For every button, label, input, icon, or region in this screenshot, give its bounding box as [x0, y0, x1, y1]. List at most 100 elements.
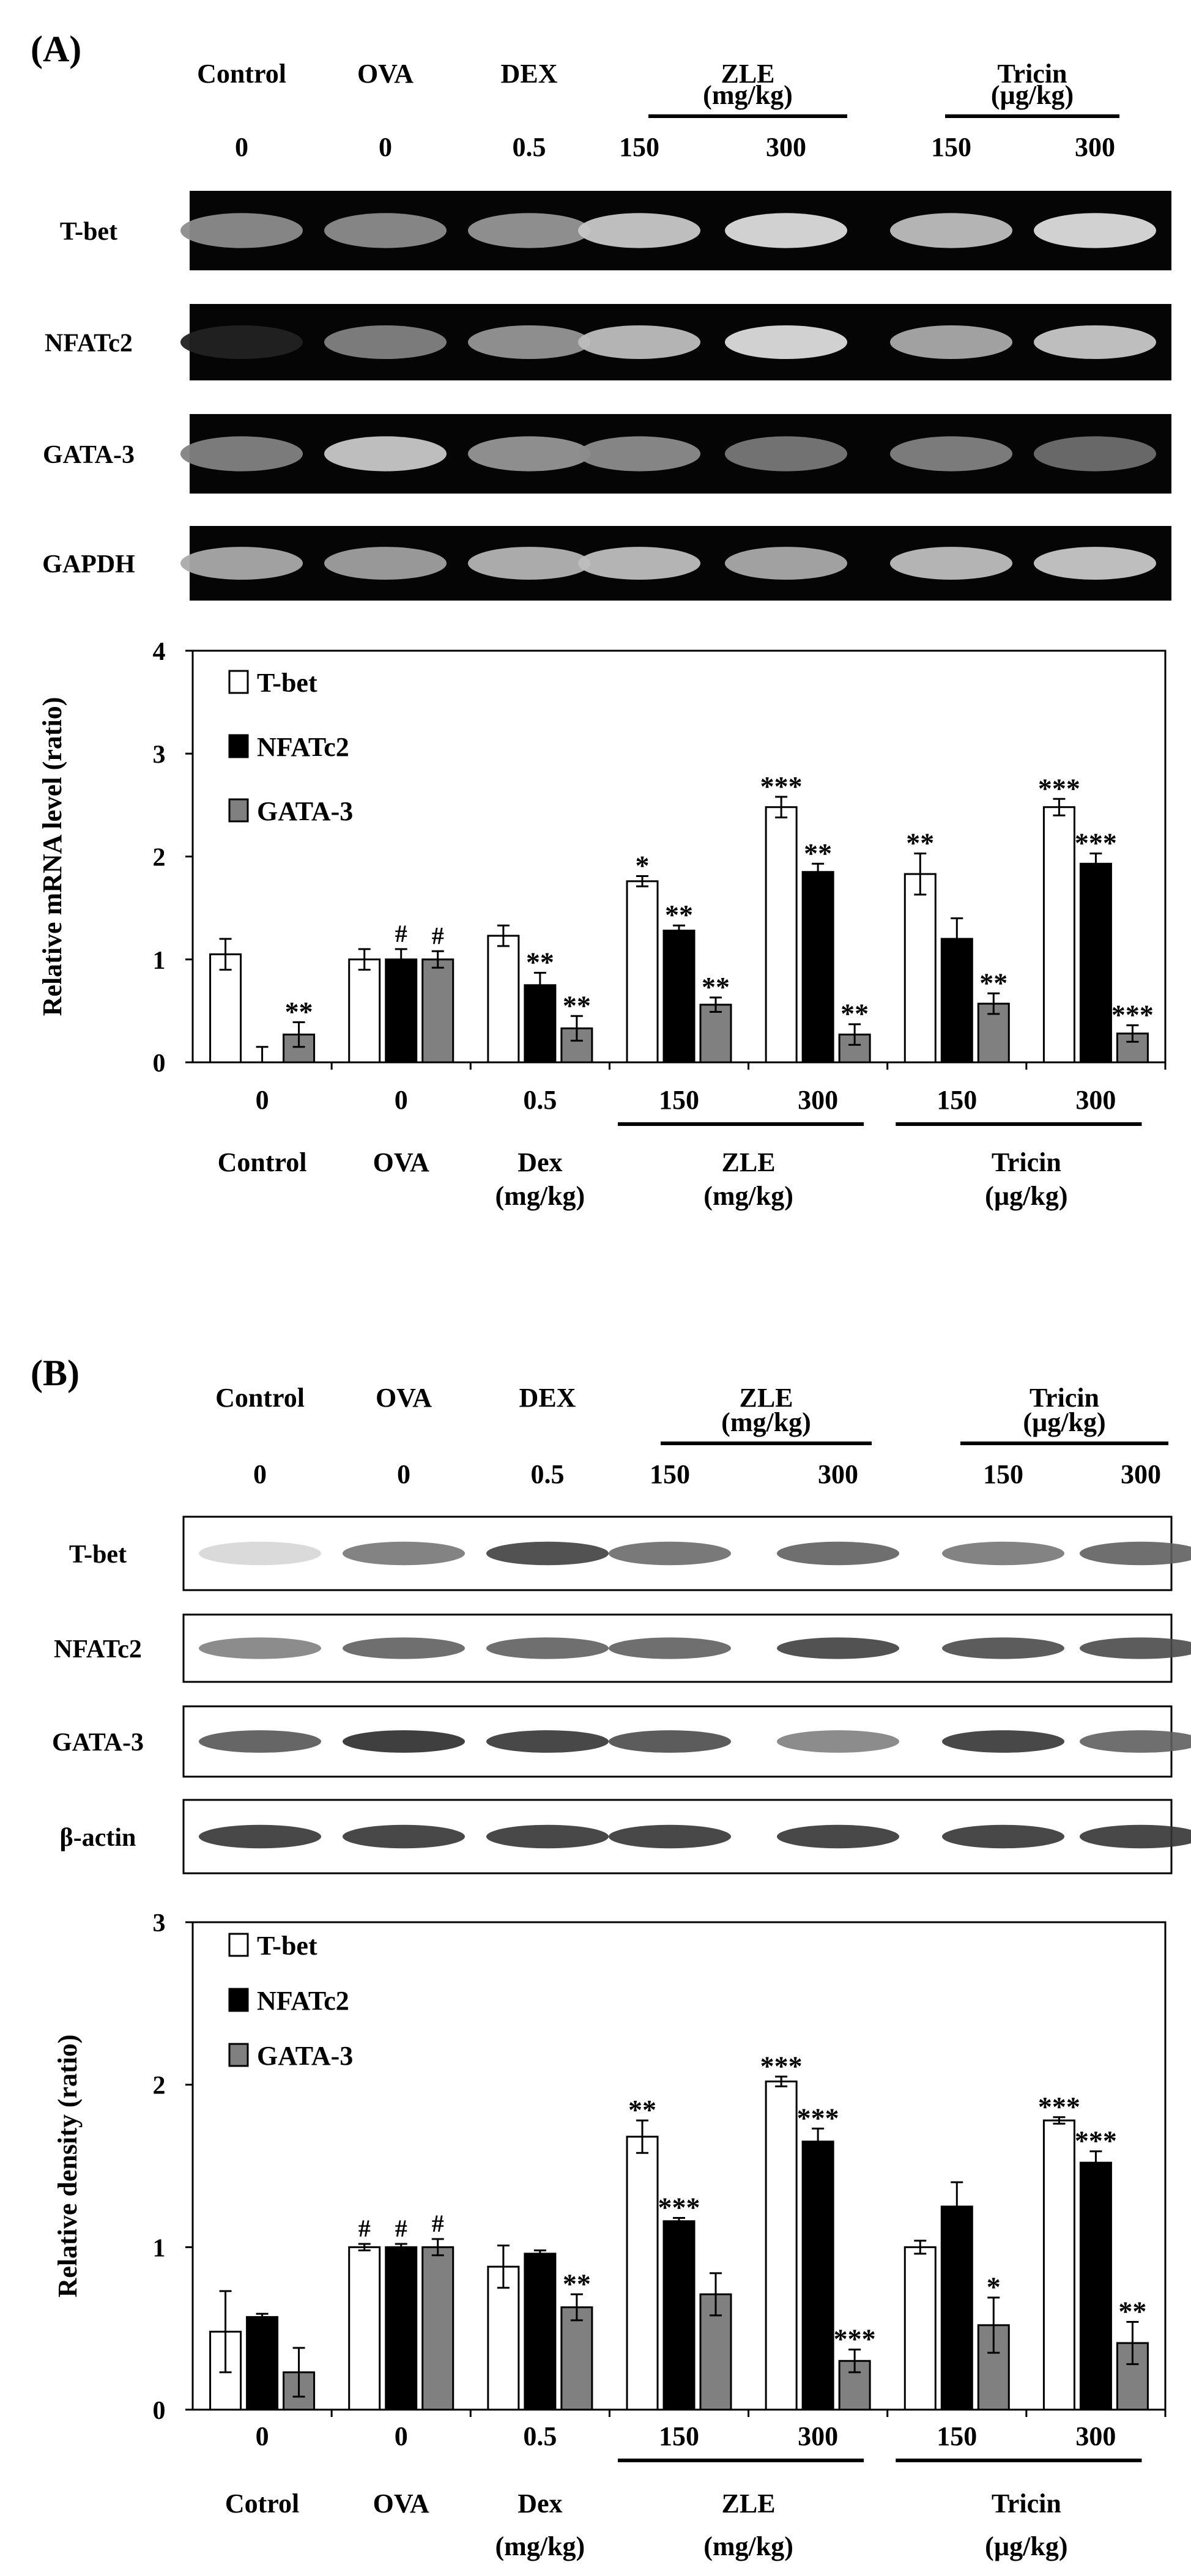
panel-b-bar-nfatc2 [524, 2252, 557, 2411]
panel-a-significance-mark-nfatc2: ** [526, 947, 554, 978]
panel-b-header-group: DEX [519, 1383, 576, 1413]
panel-b-header-dose: 0 [397, 1459, 410, 1489]
panel-a-legend-swatch-t-bet [228, 670, 249, 694]
panel-b-x-group-unit: (mg/kg) [495, 2531, 585, 2561]
panel-b-ytick-label: 0 [153, 2397, 166, 2425]
panel-b-x-group-label: Cotrol [225, 2489, 299, 2519]
panel-b-bar-t-bet [903, 2246, 937, 2411]
panel-b-blot-band [1080, 1637, 1191, 1659]
panel-a-significance-mark-gata3: ** [979, 967, 1007, 998]
panel-b-blot-band [942, 1637, 1064, 1659]
panel-a-x-group-label: Dex [518, 1147, 562, 1177]
panel-a-legend-swatch-gata3 [228, 798, 249, 823]
panel-a-blot-band [890, 213, 1012, 248]
panel-b-blot-band [1080, 1824, 1191, 1849]
panel-a-legend-label-nfatc2: NFATc2 [257, 732, 349, 762]
panel-a-blot-label: T-bet [60, 218, 117, 246]
panel-a-blot-band [890, 547, 1012, 580]
panel-b-header-bracket-title: Tricin [1030, 1383, 1099, 1413]
panel-b-blot-label: β-actin [60, 1824, 136, 1852]
panel-b-bar-t-bet [348, 2246, 381, 2411]
panel-b-x-dose-label: 300 [1075, 2421, 1116, 2451]
panel-b-significance-mark-t-bet: # [358, 2215, 371, 2242]
panel-a-significance-mark-t-bet: *** [1038, 772, 1080, 804]
panel-b-ytick-label: 1 [153, 2234, 166, 2262]
panel-b-header-dose: 0.5 [531, 1459, 565, 1489]
panel-a-x-group-label: Control [218, 1147, 307, 1177]
panel-b-blot-band [942, 1541, 1064, 1566]
panel-a-header-group: Control [197, 59, 286, 89]
panel-b-x-dose-label: 150 [937, 2421, 977, 2451]
panel-b-significance-mark-gata3: ** [563, 2268, 591, 2299]
panel-b-bar-nfatc2 [385, 2246, 418, 2411]
panel-b-bar-nfatc2 [801, 2141, 834, 2411]
panel-a-blot-band [1034, 436, 1156, 472]
panel-a-blot-band [180, 325, 303, 359]
panel-b-bar-t-bet [1042, 2119, 1075, 2411]
panel-a-bar-t-bet [1042, 806, 1075, 1064]
panel-b-bar-gata3 [560, 2306, 593, 2411]
panel-a-x-bracket-unit: (µg/kg) [985, 1181, 1067, 1211]
panel-b-significance-mark-nfatc2: # [395, 2215, 407, 2242]
panel-a-blot-band [324, 547, 447, 580]
panel-a-blot-band [578, 213, 700, 248]
panel-a-blot-band [725, 547, 847, 580]
panel-b-x-group-label: Dex [518, 2489, 562, 2519]
panel-b-significance-mark-nfatc2: *** [1075, 2125, 1117, 2156]
panel-b-header-bracket-title: ZLE [739, 1383, 793, 1413]
panel-a-header-group: DEX [501, 59, 558, 89]
panel-b-blot-label: T-bet [69, 1541, 127, 1569]
panel-b-bar-gata3 [421, 2246, 455, 2411]
panel-b-significance-mark-gata3: # [432, 2210, 444, 2237]
panel-a-x-bracket-unit: (mg/kg) [703, 1181, 793, 1211]
panel-b-legend-swatch-t-bet [228, 1933, 249, 1957]
panel-a-blot-band [890, 436, 1012, 472]
panel-a-blot-band [324, 436, 447, 472]
panel-a-significance-mark-gata3: # [432, 922, 444, 949]
panel-b-x-bracket-unit: (mg/kg) [703, 2531, 793, 2561]
panel-b-x-group-label: OVA [373, 2489, 429, 2519]
panel-a-significance-mark-t-bet: *** [760, 771, 803, 802]
panel-b-header-dose: 150 [650, 1459, 690, 1489]
panel-b-blot-band [777, 1637, 899, 1659]
panel-b-header-dose: 150 [983, 1459, 1023, 1489]
panel-a-legend-label-t-bet: T-bet [257, 668, 317, 698]
panel-b-significance-mark-t-bet: *** [1038, 2091, 1080, 2122]
panel-b-legend-label-nfatc2: NFATc2 [257, 1986, 349, 2016]
panel-a-x-dose-label: 0 [256, 1085, 269, 1115]
panel-b-bar-nfatc2 [246, 2316, 279, 2411]
panel-b-blot-band [777, 1541, 899, 1566]
panel-b-blot-band [942, 1730, 1064, 1753]
panel-a-header-dose: 0 [379, 132, 392, 162]
panel-a-bar-gata3 [699, 1004, 732, 1064]
panel-a-bar-t-bet [626, 880, 659, 1064]
panel-b-header-dose: 0 [253, 1459, 267, 1489]
panel-b-header-dose: 300 [1121, 1459, 1161, 1489]
panel-a-y-axis-title: Relative mRNA level (ratio) [37, 697, 67, 1016]
panel-a-bar-nfatc2 [1079, 862, 1112, 1064]
panel-a-blot-band [324, 213, 447, 248]
panel-a-ytick-label: 2 [153, 844, 166, 872]
panel-b-blot-band [609, 1730, 731, 1753]
panel-a-significance-mark-t-bet: ** [906, 827, 934, 858]
panel-a-x-dose-label: 150 [659, 1085, 699, 1115]
panel-a-blot-label: GAPDH [42, 550, 135, 579]
panel-a-x-dose-label: 0.5 [523, 1085, 557, 1115]
panel-a-significance-mark-gata3: ** [702, 971, 730, 1002]
panel-a-legend-label-gata3: GATA-3 [257, 796, 353, 826]
panel-a-bar-nfatc2 [662, 930, 696, 1064]
panel-a-blot-label: GATA-3 [43, 441, 135, 469]
panel-a-bar-nfatc2 [385, 958, 418, 1064]
panel-b-ytick-label: 3 [153, 1909, 166, 1938]
panel-a-header-dose: 150 [931, 132, 971, 162]
panel-a-blot-band [578, 436, 700, 472]
panel-b-blot-band [942, 1824, 1064, 1849]
panel-b-legend-label-gata3: GATA-3 [257, 2041, 353, 2071]
panel-a-x-group-label: OVA [373, 1147, 429, 1177]
panel-a-blot-band [468, 325, 590, 359]
panel-a-significance-mark-nfatc2: # [395, 920, 407, 947]
panel-b-significance-mark-gata3: ** [1118, 2296, 1146, 2327]
panel-a-header-group: OVA [357, 59, 414, 89]
panel-b-blot-band [343, 1824, 465, 1849]
